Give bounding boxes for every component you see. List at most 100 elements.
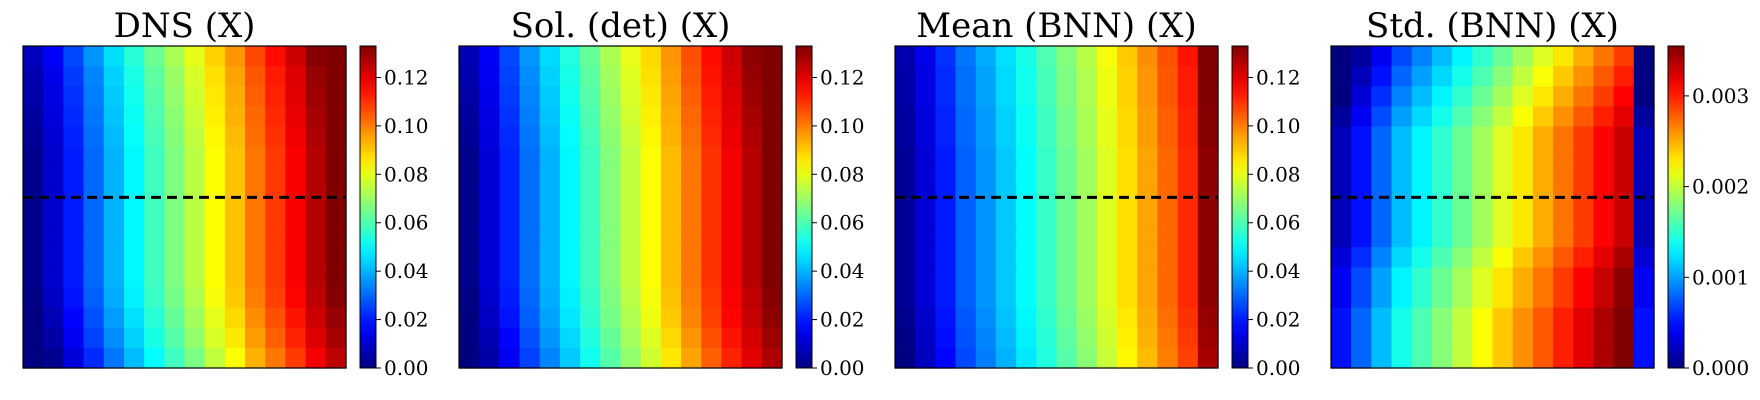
colorbar-tick-label: 0.10 [384,114,429,138]
heatmap-cell [1137,247,1159,268]
heatmap-cell [1331,287,1352,309]
heatmap-cell [1351,347,1372,369]
heatmap-cell [1117,327,1138,349]
heatmap-cell [1573,106,1595,128]
heatmap-cell [285,327,307,349]
heatmap-cell [1056,166,1078,188]
heatmap-cell [1056,186,1078,208]
heatmap-cell [681,227,702,248]
heatmap-cell [1512,347,1534,369]
heatmap-cell [1351,227,1372,248]
heatmap-cell [1512,287,1534,309]
heatmap-cell [1472,66,1494,87]
heatmap-cell [701,86,723,107]
heatmap-cell [459,86,480,107]
heatmap-cell [895,247,916,268]
heatmap-cell [1411,247,1433,268]
heatmap-cell [895,106,916,128]
heatmap-cell [43,46,64,67]
panel-sol-det: Sol. (det) (X) 0.00 0.02 0.04 0.06 0.08 0.10 0.… [458,6,865,380]
heatmap-cell [721,126,743,148]
heatmap-cell [499,287,521,309]
heatmap-cell [895,207,916,228]
heatmap-cell [1331,86,1352,107]
heatmap-cell [1036,166,1058,188]
heatmap-cell [1452,66,1473,87]
heatmap-cell [1137,66,1159,87]
heatmap-cell [245,46,266,67]
heatmap-cell [761,126,783,148]
heatmap-cell [23,146,44,168]
heatmap-cell [499,227,521,248]
heatmap-cell [1431,126,1453,148]
heatmap-cell [43,287,64,309]
heatmap-cell [43,327,64,349]
heatmap-cell [265,347,287,369]
heatmap-cell [995,86,1017,107]
heatmap-cell [681,166,702,188]
heatmap-cell [935,307,957,329]
heatmap-cell [1036,126,1058,148]
colorbar-tick-label: 0.02 [384,308,429,332]
heatmap-cell [935,287,957,309]
heatmap-cell [63,267,85,289]
heatmap-cell [640,186,662,208]
heatmap-cell [1371,166,1393,188]
heatmap-cell [1532,166,1554,188]
heatmap-cell [184,307,206,329]
heatmap-cell [325,267,347,289]
heatmap-cell [103,66,125,87]
heatmap-cell [1472,227,1494,248]
heatmap-cell [1452,347,1473,369]
heatmap-cell [285,126,307,148]
heatmap-cell [184,247,206,268]
heatmap-cell [1553,327,1574,349]
heatmap-cell [600,247,622,268]
heatmap-cell [1096,287,1118,309]
heatmap-cell [1411,86,1433,107]
heatmap-cell [83,227,105,248]
heatmap-cell [620,307,642,329]
heatmap-cell [620,146,642,168]
heatmap-cell [1016,146,1037,168]
heatmap-cell [1197,66,1219,87]
heatmap-cell [995,307,1017,329]
heatmap-cell [761,207,783,228]
heatmap-cell [103,347,125,369]
heatmap-cell [285,166,307,188]
heatmap-cell [955,46,977,67]
heatmap-cell [600,126,622,148]
heatmap-cell [1016,207,1037,228]
heatmap-cell [519,146,541,168]
heatmap-cell [224,126,246,148]
heatmap-cell [1177,287,1199,309]
heatmap-cell [1096,227,1118,248]
heatmap-cell [1076,207,1098,228]
heatmap-cell [1016,267,1037,289]
heatmap-cell [701,287,723,309]
heatmap-cell [1157,146,1179,168]
heatmap-cell [1532,307,1554,329]
heatmap-cell [1036,46,1058,67]
heatmap-cell [499,347,521,369]
heatmap-cell [1633,207,1655,228]
heatmap-cell [1472,347,1494,369]
heatmap-cell [325,327,347,349]
heatmap-cell [1016,227,1037,248]
heatmap-cell [123,186,145,208]
heatmap-cell [265,307,287,329]
heatmap-cell [660,347,682,369]
heatmap-cell [1573,327,1595,349]
heatmap-cell [63,126,85,148]
heatmap-cell [23,66,44,87]
heatmap-cell [285,247,307,268]
heatmap-cell [1157,227,1179,248]
heatmap-cell [1331,347,1352,369]
heatmap-cell [103,327,125,349]
colorbar-tick-label: 0.002 [1692,175,1749,199]
heatmap-cell [721,227,743,248]
heatmap-cell [224,347,246,369]
heatmap-cell [559,287,581,309]
heatmap-cell [43,86,64,107]
heatmap-cell [265,46,287,67]
